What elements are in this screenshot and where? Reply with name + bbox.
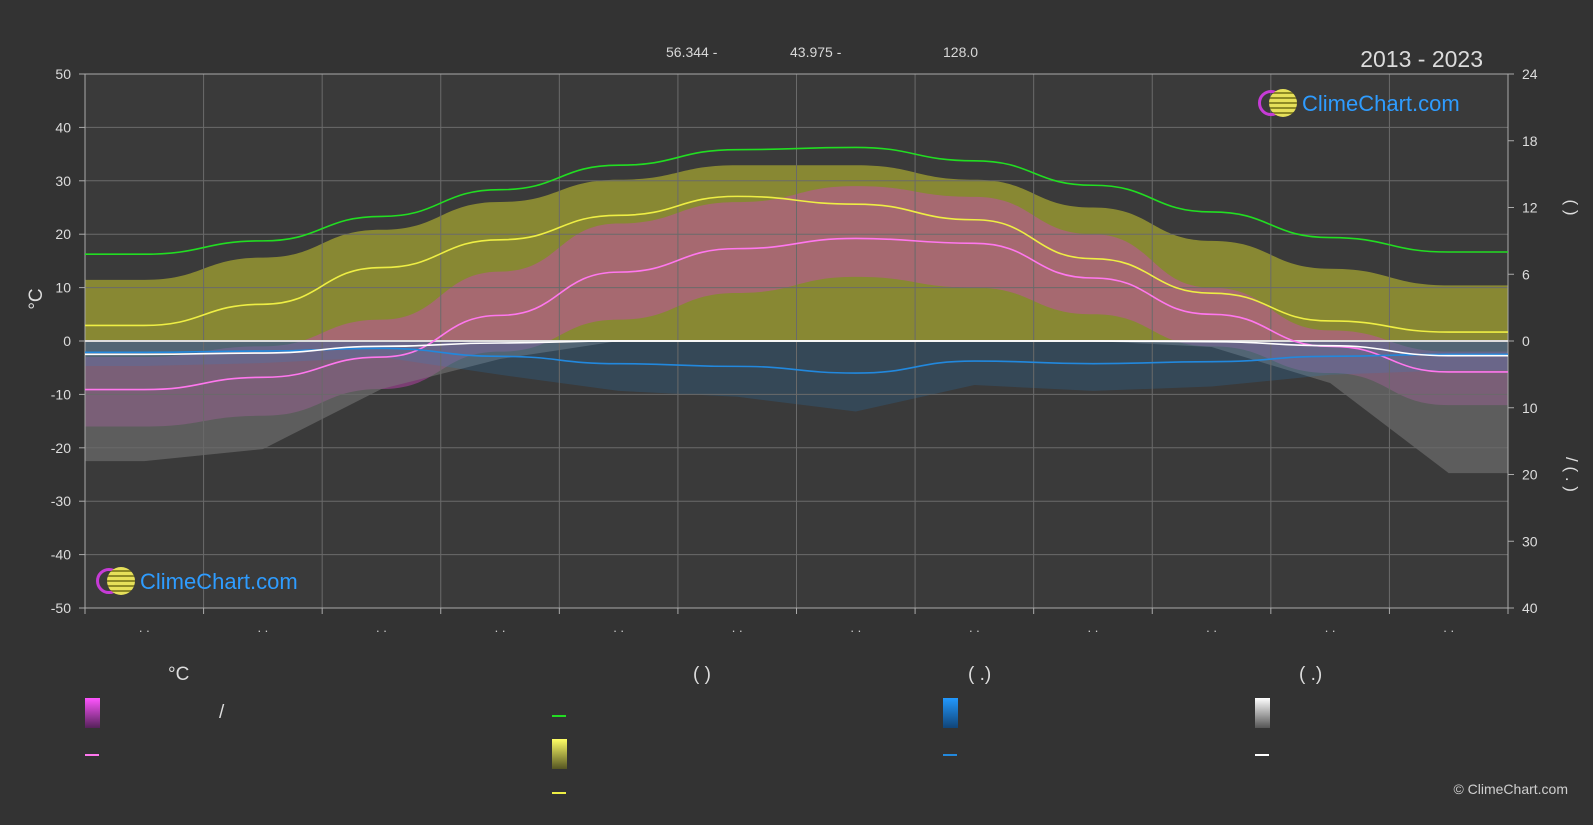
- x-tick-label: . .: [732, 620, 743, 635]
- y-left-tick-label: 50: [55, 66, 71, 82]
- snow-line: [85, 340, 1508, 357]
- y-right-mm-tick-label: 30: [1522, 533, 1538, 549]
- logo-top[interactable]: ClimeChart.com: [1258, 89, 1460, 119]
- x-tick-label: . .: [495, 620, 506, 635]
- elevation-value: 128.0: [943, 44, 979, 60]
- x-tick-label: . .: [613, 620, 624, 635]
- temperature-mean-line: [85, 237, 1508, 391]
- y-right-hours-tick-label: 0: [1522, 333, 1530, 349]
- y-left-tick-label: -30: [51, 493, 71, 509]
- x-tick-label: . .: [1206, 620, 1217, 635]
- daylight-line: [85, 146, 1508, 256]
- year-range: 2013 - 2023: [1360, 46, 1483, 72]
- x-tick-label: . .: [969, 620, 980, 635]
- sunshine-swatch: [552, 739, 567, 769]
- precip-legend-line: [943, 754, 957, 756]
- legend-snow-header: ( .): [1299, 664, 1323, 685]
- y-right-mm-tick-label: 40: [1522, 600, 1538, 616]
- sunshine-line: [85, 195, 1508, 333]
- y-right-hours-tick-label: 6: [1522, 266, 1530, 282]
- x-tick-label: . .: [1443, 620, 1454, 635]
- x-tick-label: . .: [257, 620, 268, 635]
- legend-temp-header: °C: [168, 664, 190, 685]
- longitude-value: 43.975 -: [790, 44, 842, 60]
- y-left-axis-label: °C: [26, 288, 47, 309]
- snow-area: [85, 341, 1508, 474]
- y-left-tick-label: 30: [55, 173, 71, 189]
- x-tick-label: . .: [1325, 620, 1336, 635]
- y-left-tick-label: 40: [55, 119, 71, 135]
- y-left-tick-label: -20: [51, 440, 71, 456]
- legend-daylight-header: ( ): [693, 664, 711, 685]
- latitude-value: 56.344 -: [666, 44, 718, 60]
- x-tick-label: . .: [139, 620, 150, 635]
- y-left-tick-label: 10: [55, 280, 71, 296]
- y-right-mm-tick-label: 10: [1522, 400, 1538, 416]
- x-tick-label: . .: [850, 620, 861, 635]
- y-left-tick-label: 0: [63, 333, 71, 349]
- logo-icon: [96, 567, 136, 597]
- y-right-hours-tick-label: 18: [1522, 133, 1538, 149]
- y-left-tick-label: -50: [51, 600, 71, 616]
- y-right-mm-label: / ( . ): [1562, 457, 1581, 492]
- sunshine-legend-line: [552, 792, 566, 794]
- copyright: © ClimeChart.com: [1453, 781, 1568, 797]
- y-right-mm-tick-label: 20: [1522, 467, 1538, 483]
- y-left-tick-label: 20: [55, 226, 71, 242]
- x-tick-label: . .: [1088, 620, 1099, 635]
- legend-temp-slash: /: [219, 702, 225, 723]
- precip-swatch: [943, 698, 958, 728]
- snow-swatch: [1255, 698, 1270, 728]
- logo-text: ClimeChart.com: [1302, 91, 1460, 116]
- logo-bottom[interactable]: ClimeChart.com: [96, 567, 298, 597]
- y-left-tick-label: -40: [51, 547, 71, 563]
- y-right-hours-tick-label: 24: [1522, 66, 1538, 82]
- y-right-hours-label: ( ): [1562, 199, 1581, 215]
- legend-precip-header: ( .): [968, 664, 992, 685]
- daylight-legend-line: [552, 715, 566, 717]
- temp-range-swatch: [85, 698, 100, 728]
- x-tick-label: . .: [376, 620, 387, 635]
- y-left-tick-label: -10: [51, 386, 71, 402]
- temp-mean-legend-line: [85, 754, 99, 756]
- snow-legend-line: [1255, 754, 1269, 756]
- logo-text: ClimeChart.com: [140, 569, 298, 594]
- logo-icon: [1258, 89, 1298, 119]
- y-right-hours-tick-label: 12: [1522, 200, 1538, 216]
